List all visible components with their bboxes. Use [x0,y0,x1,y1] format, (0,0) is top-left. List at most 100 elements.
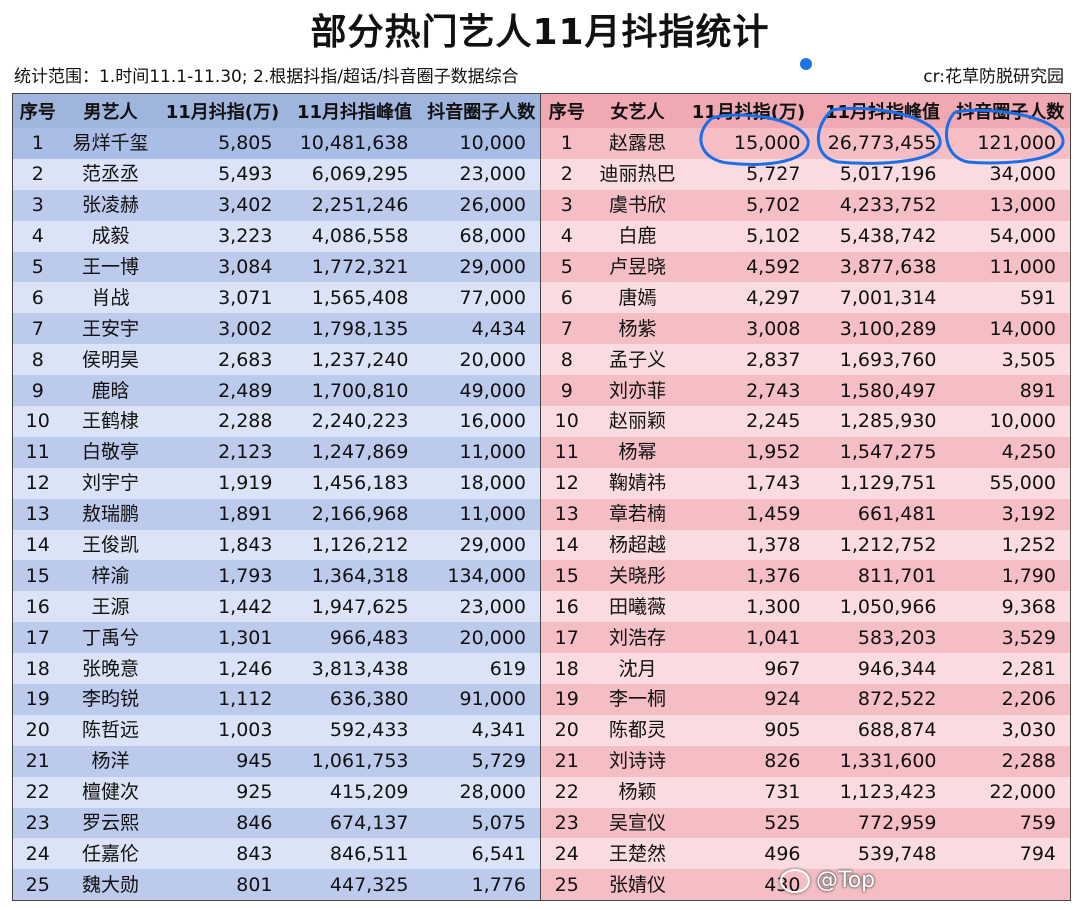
male-cell: 1,003 [158,714,287,746]
female-cell: 4 [540,220,593,252]
female-cell: 4,592 [682,251,815,283]
female-cell: 4,250 [950,436,1071,468]
male-cell: 3 [12,189,63,221]
male-cell: 1,891 [158,498,287,530]
female-cell: 15 [540,560,593,592]
male-cell: 49,000 [422,375,541,407]
table-row: 12 刘宇宁 1,919 1,456,183 18,000 [12,467,541,499]
male-cell: 21 [12,745,63,777]
table-row: 18 张晚意 1,246 3,813,438 619 [12,653,541,685]
male-cell: 张晚意 [62,653,159,685]
female-cell: 20 [540,714,593,746]
female-cell: 杨幂 [592,436,683,468]
female-cell: 白鹿 [592,220,683,252]
female-cell: 赵露思 [592,128,683,159]
female-cell: 5,102 [682,220,815,252]
table-row: 3 虞书欣 5,702 4,233,752 13,000 [540,189,1071,221]
female-cell: 11,000 [950,251,1071,283]
table-row: 4 白鹿 5,102 5,438,742 54,000 [540,220,1071,252]
female-cell: 2,743 [682,375,815,407]
male-header-cell: 男艺人 [62,93,159,128]
table-row: 1 易烊千玺 5,805 10,481,638 10,000 [12,128,541,159]
table-row: 5 王一博 3,084 1,772,321 29,000 [12,251,541,283]
female-table-body: 1 赵露思 15,000 26,773,455 121,000 2 迪丽热巴 5,727 5,0… [540,128,1071,901]
male-cell: 25 [12,869,63,901]
female-cell: 6 [540,282,593,314]
male-cell: 29,000 [422,251,541,283]
female-cell: 1,123,423 [814,776,951,808]
male-cell: 23,000 [422,158,541,190]
table-row: 4 成毅 3,223 4,086,558 68,000 [12,220,541,252]
male-cell: 14 [12,529,63,561]
male-cell: 11,000 [422,436,541,468]
male-cell: 3,002 [158,313,287,345]
female-cell: 3,100,289 [814,313,951,345]
male-cell: 1,247,869 [286,436,423,468]
male-cell: 68,000 [422,220,541,252]
male-cell: 2,489 [158,375,287,407]
male-cell: 侯明昊 [62,344,159,376]
female-cell: 1,331,600 [814,745,951,777]
female-cell: 3 [540,189,593,221]
female-cell: 1 [540,128,593,159]
female-cell: 王楚然 [592,838,683,870]
female-cell: 7,001,314 [814,282,951,314]
female-cell: 3,505 [950,344,1071,376]
female-cell: 661,481 [814,498,951,530]
female-cell: 4,297 [682,282,815,314]
male-cell: 3,071 [158,282,287,314]
female-cell: 1,693,760 [814,344,951,376]
female-cell: 4,233,752 [814,189,951,221]
female-cell: 17 [540,622,593,654]
female-cell: 1,300 [682,591,815,623]
male-cell: 20 [12,714,63,746]
male-cell: 5,493 [158,158,287,190]
female-cell: 赵丽颖 [592,406,683,437]
weibo-watermark: @Top [780,866,875,896]
male-cell: 魏大勋 [62,869,159,901]
female-header-cell: 11月抖指峰值 [814,93,951,128]
table-row: 19 李一桐 924 872,522 2,206 [540,684,1071,715]
male-artist-table: 序号 男艺人 11月抖指(万) 11月抖指峰值 抖音圈子人数 1 易烊千玺 5,805 10,… [12,93,541,902]
female-header-cell: 序号 [540,93,593,128]
male-cell: 4 [12,220,63,252]
female-cell: 2,281 [950,653,1071,685]
male-cell: 16,000 [422,406,541,437]
female-cell: 5,017,196 [814,158,951,190]
male-cell: 1,456,183 [286,467,423,499]
table-row: 14 王俊凯 1,843 1,126,212 29,000 [12,529,541,561]
female-cell: 121,000 [950,128,1071,159]
male-cell: 28,000 [422,776,541,808]
male-cell: 2,288 [158,406,287,437]
male-cell: 8 [12,344,63,376]
male-cell: 1,798,135 [286,313,423,345]
male-cell: 619 [422,653,541,685]
male-cell: 1,565,408 [286,282,423,314]
table-row: 21 杨洋 945 1,061,753 5,729 [12,745,541,777]
male-cell: 9 [12,375,63,407]
male-header-cell: 序号 [12,93,63,128]
female-cell: 14,000 [950,313,1071,345]
table-row: 6 唐嫣 4,297 7,001,314 591 [540,282,1071,314]
female-cell: 1,547,275 [814,436,951,468]
table-row: 15 关晓彤 1,376 811,701 1,790 [540,560,1071,592]
female-cell: 21 [540,745,593,777]
table-row: 12 鞠婧祎 1,743 1,129,751 55,000 [540,467,1071,499]
weibo-logo-icon [780,869,810,893]
female-cell: 34,000 [950,158,1071,190]
male-cell: 王安宇 [62,313,159,345]
male-cell: 674,137 [286,807,423,839]
table-row: 16 田曦薇 1,300 1,050,966 9,368 [540,591,1071,623]
male-cell: 1,364,318 [286,560,423,592]
female-cell: 2,245 [682,406,815,437]
male-cell: 945 [158,745,287,777]
male-cell: 刘宇宁 [62,467,159,499]
male-cell: 王俊凯 [62,529,159,561]
table-row: 16 王源 1,442 1,947,625 23,000 [12,591,541,623]
female-cell: 杨超越 [592,529,683,561]
female-cell: 李一桐 [592,684,683,715]
male-cell: 6 [12,282,63,314]
male-cell: 3,084 [158,251,287,283]
female-cell: 12 [540,467,593,499]
female-cell: 卢昱晓 [592,251,683,283]
